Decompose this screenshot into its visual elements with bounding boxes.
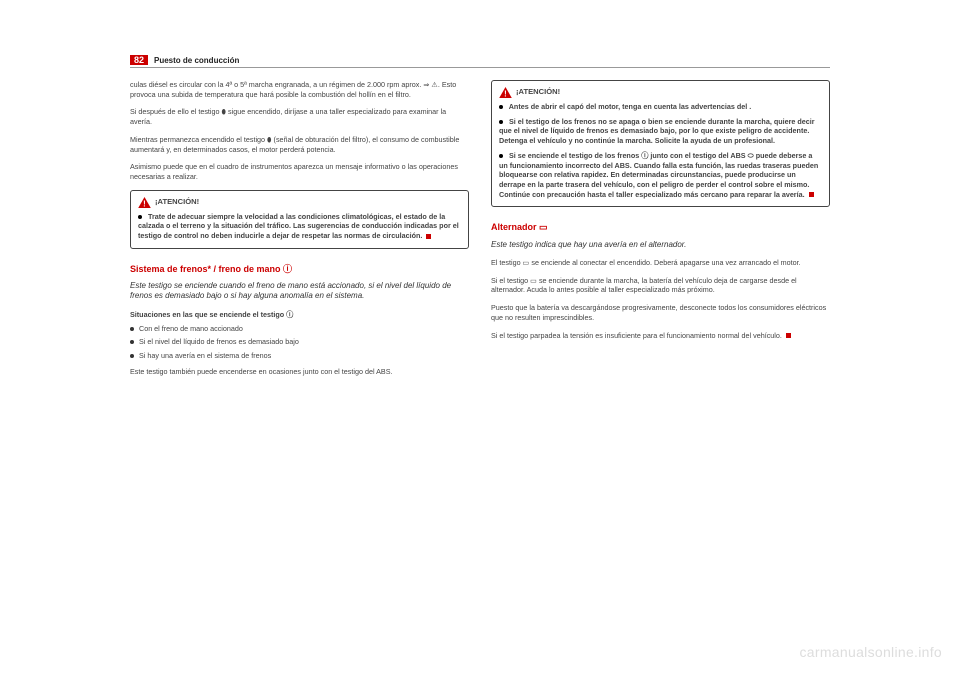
content-columns: culas diésel es circular con la 4ª o 5ª … — [130, 80, 830, 384]
page-number: 82 — [130, 55, 148, 65]
paragraph: Si el testigo ▭ se enciende durante la m… — [491, 276, 830, 295]
bullet-item: Si hay una avería en el sistema de freno… — [130, 351, 469, 361]
warning-header: ! ¡ATENCIÓN! — [138, 197, 461, 208]
bullet-item: Si el nivel del líquido de frenos es dem… — [130, 337, 469, 347]
paragraph: Mientras permanezca encendido el testigo… — [130, 135, 469, 154]
end-marker-icon — [426, 234, 431, 239]
list-heading: Situaciones en las que se enciende el te… — [130, 310, 469, 320]
bullet-icon — [130, 327, 134, 331]
warning-text: Si el testigo de los frenos no se apaga … — [499, 117, 815, 145]
bullet-icon — [130, 354, 134, 358]
bullet-text: Si el nivel del líquido de frenos es dem… — [139, 337, 299, 347]
paragraph-text: Si el testigo parpadea la tensión es ins… — [491, 331, 782, 340]
warning-text: Antes de abrir el capó del motor, tenga … — [509, 102, 751, 111]
paragraph: Este testigo también puede encenderse en… — [130, 367, 469, 377]
section-title: Puesto de conducción — [154, 56, 239, 65]
bullet-icon — [130, 340, 134, 344]
subsection-lead: Este testigo indica que hay una avería e… — [491, 240, 830, 250]
paragraph: Asimismo puede que en el cuadro de instr… — [130, 162, 469, 181]
warning-item: Trate de adecuar siempre la velocidad a … — [138, 212, 461, 241]
svg-text:!: ! — [504, 89, 507, 98]
warning-item: Si se enciende el testigo de los frenos … — [499, 151, 822, 200]
subsection-lead: Este testigo se enciende cuando el freno… — [130, 281, 469, 302]
bullet-text: Con el freno de mano accionado — [139, 324, 243, 334]
manual-page: 82 Puesto de conducción culas diésel es … — [130, 55, 830, 384]
warning-item: Si el testigo de los frenos no se apaga … — [499, 117, 822, 146]
subsection-heading: Sistema de frenos* / freno de mano ⓘ — [130, 263, 469, 275]
page-header: 82 Puesto de conducción — [130, 55, 830, 68]
paragraph: Puesto que la batería va descargándose p… — [491, 303, 830, 322]
warning-box: ! ¡ATENCIÓN! Trate de adecuar siempre la… — [130, 190, 469, 249]
warning-text: Si se enciende el testigo de los frenos … — [499, 151, 818, 199]
warning-title: ¡ATENCIÓN! — [155, 197, 199, 207]
subsection-heading: Alternador ▭ — [491, 221, 830, 233]
bullet-text: Si hay una avería en el sistema de freno… — [139, 351, 271, 361]
warning-item: Antes de abrir el capó del motor, tenga … — [499, 102, 822, 112]
warning-triangle-icon: ! — [499, 87, 512, 98]
right-column: ! ¡ATENCIÓN! Antes de abrir el capó del … — [491, 80, 830, 384]
warning-header: ! ¡ATENCIÓN! — [499, 87, 822, 98]
left-column: culas diésel es circular con la 4ª o 5ª … — [130, 80, 469, 384]
warning-text: Trate de adecuar siempre la velocidad a … — [138, 212, 459, 240]
warning-triangle-icon: ! — [138, 197, 151, 208]
paragraph: Si después de ello el testigo ⬮ sigue en… — [130, 107, 469, 126]
bullet-item: Con el freno de mano accionado — [130, 324, 469, 334]
paragraph: culas diésel es circular con la 4ª o 5ª … — [130, 80, 469, 99]
paragraph: Si el testigo parpadea la tensión es ins… — [491, 331, 830, 341]
warning-box: ! ¡ATENCIÓN! Antes de abrir el capó del … — [491, 80, 830, 207]
watermark: carmanualsonline.info — [800, 644, 943, 660]
warning-title: ¡ATENCIÓN! — [516, 87, 560, 97]
svg-text:!: ! — [143, 199, 146, 208]
end-marker-icon — [786, 333, 791, 338]
paragraph: El testigo ▭ se enciende al conectar el … — [491, 258, 830, 268]
end-marker-icon — [809, 192, 814, 197]
